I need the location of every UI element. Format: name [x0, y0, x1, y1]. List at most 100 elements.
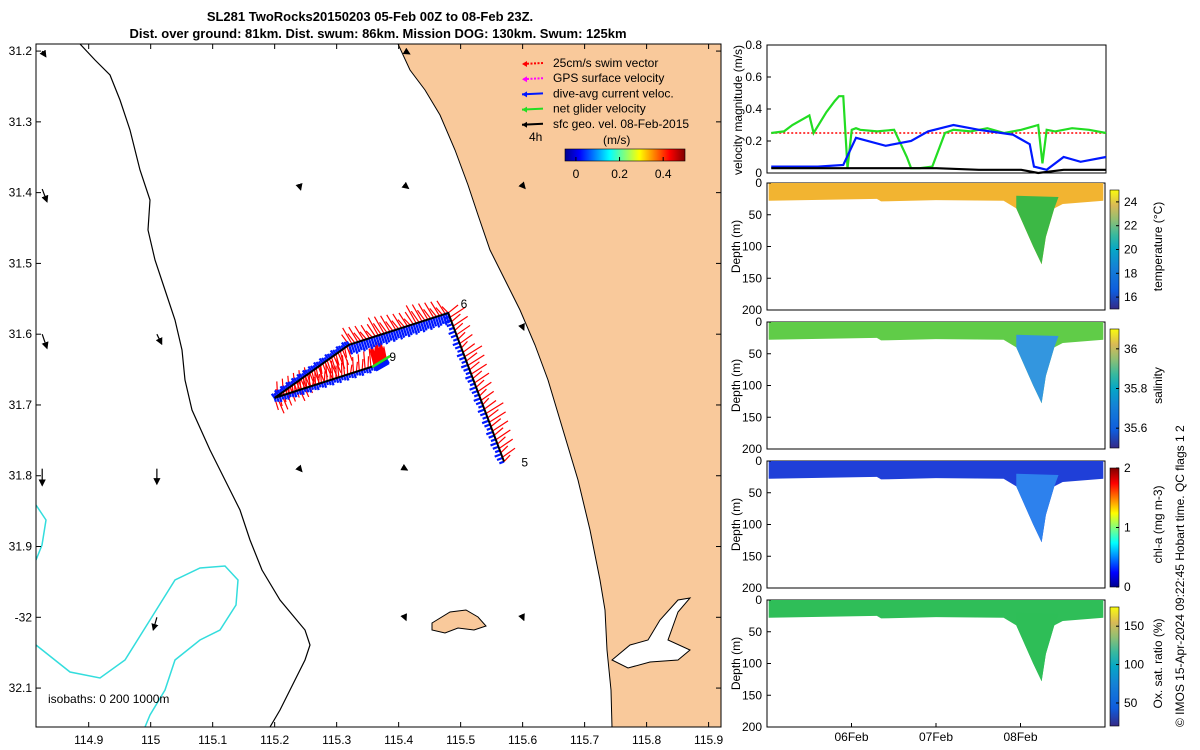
section-cbar-label: 36 — [1124, 342, 1138, 356]
swim-vector — [482, 397, 490, 406]
current-vector — [345, 374, 350, 381]
swim-vector — [349, 364, 353, 374]
speed-colorbar — [564, 148, 686, 162]
velocity-ytick-label: 0.6 — [745, 70, 762, 84]
map-ytick-label: 31.4 — [9, 186, 33, 200]
swim-vector — [423, 308, 432, 319]
swim-vector — [492, 420, 509, 432]
swim-vector — [447, 304, 459, 314]
geo-vector-arrow — [155, 333, 163, 346]
current-vector — [448, 330, 456, 336]
swim-vector — [361, 358, 364, 370]
swim-vector — [352, 357, 355, 373]
section-ytick-label: 0 — [755, 454, 762, 468]
swim-vector — [416, 309, 426, 321]
section-ytick-label: 0 — [755, 176, 762, 190]
current-vector — [485, 430, 494, 436]
section-xtick-label: 07Feb — [919, 730, 953, 744]
swim-vector — [370, 346, 377, 365]
swim-vector — [475, 379, 485, 388]
current-vector — [473, 397, 481, 402]
section-cbar-label: 35.8 — [1124, 382, 1148, 396]
colorbar-tick-label: 0 — [573, 167, 580, 181]
velocity-ytick-label: 0.2 — [745, 134, 762, 148]
current-vector — [409, 324, 415, 334]
current-vector — [377, 334, 383, 346]
swim-vector — [498, 438, 514, 449]
swim-vector — [403, 318, 411, 326]
swim-vector — [436, 300, 446, 315]
current-vector — [350, 343, 356, 353]
current-vector — [397, 328, 404, 340]
current-vector — [367, 338, 374, 350]
glider-track: 6 9 5 — [270, 297, 528, 470]
swim-vector — [355, 361, 359, 372]
swim-vector — [368, 348, 372, 368]
section-cbar-label: 50 — [1124, 696, 1138, 710]
swim-vector — [462, 343, 476, 353]
map-xtick-label: 115.3 — [322, 733, 351, 747]
current-vector — [365, 338, 371, 349]
map-xtick-label: 115.9 — [694, 733, 723, 747]
section-ytick-label: 0 — [755, 315, 762, 329]
section-ytick-label: 200 — [742, 581, 762, 595]
current-vector — [348, 344, 354, 355]
current-vector — [417, 322, 423, 332]
current-vector — [372, 336, 378, 346]
map-ytick-label: 31.9 — [9, 540, 33, 554]
legend-swatch-head — [522, 76, 527, 83]
swim-vector — [385, 321, 394, 332]
current-vector — [422, 320, 428, 331]
swim-vector — [410, 310, 420, 323]
current-vector — [338, 376, 343, 384]
current-vector — [424, 319, 430, 330]
section-ylabel: Depth (m) — [729, 637, 743, 690]
velocity-ytick-label: 0.4 — [745, 102, 762, 116]
geo-vector-arrow — [518, 613, 525, 622]
colorbar-unit: (m/s) — [603, 133, 630, 147]
swim-vector — [342, 327, 353, 345]
swim-vector — [452, 315, 469, 327]
current-vector — [352, 342, 359, 355]
map-ytick-label: 31.6 — [9, 327, 33, 341]
map-xtick-label: 115.7 — [570, 733, 599, 747]
swim-vector — [386, 314, 397, 331]
swim-vector — [330, 357, 336, 370]
isobath-200m — [79, 44, 311, 727]
section-ytick-label: 150 — [742, 549, 762, 563]
swim-vector — [366, 323, 376, 337]
section-cbar-label: 16 — [1124, 290, 1138, 304]
geo-vector-arrow — [295, 464, 303, 473]
figure-title-line2: Dist. over ground: 81km. Dist. swum: 86k… — [129, 26, 626, 41]
swim-vector — [460, 340, 468, 349]
current-vector — [460, 363, 469, 369]
current-vector — [496, 456, 504, 462]
swim-vector — [379, 342, 386, 360]
current-vector — [490, 441, 498, 447]
scale-label: 4h — [529, 130, 542, 144]
current-vector — [375, 335, 381, 347]
current-vector — [385, 332, 391, 343]
waypoint-label: 6 — [461, 297, 468, 311]
net-glider-velocity — [371, 354, 391, 369]
velocity-axis-ticks: 0 0.2 0.4 0.6 0.8 — [745, 38, 771, 180]
current-vector — [437, 315, 443, 326]
swim-vector — [365, 330, 373, 338]
swim-vector — [398, 312, 408, 327]
section-cbar-label: 1 — [1124, 521, 1131, 535]
section-ytick-label: 50 — [749, 208, 763, 222]
swim-vector — [367, 317, 379, 336]
current-vector — [392, 330, 398, 341]
swim-vector — [424, 302, 435, 318]
map-xtick-label: 115.8 — [632, 733, 661, 747]
swim-vector — [363, 351, 366, 369]
map-ytick-label: 31.7 — [9, 398, 33, 412]
waypoint-label: 5 — [521, 456, 528, 470]
current-vector — [380, 334, 386, 344]
geo-vector-arrow — [41, 188, 49, 203]
swim-vector — [359, 331, 368, 340]
current-vector — [402, 326, 408, 337]
current-vector — [313, 361, 319, 369]
current-vector — [360, 369, 365, 377]
